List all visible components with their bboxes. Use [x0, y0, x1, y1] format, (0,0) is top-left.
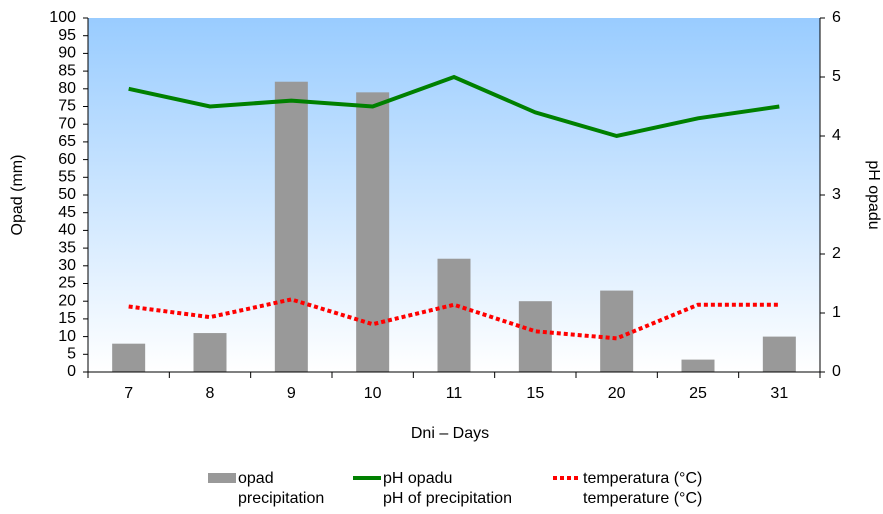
bar [762, 336, 796, 372]
x-tick-label: 10 [364, 385, 382, 402]
y-tick-label: 15 [58, 310, 76, 327]
y2-axis-title: pH opadu [865, 160, 882, 229]
y-tick-label: 35 [58, 239, 76, 256]
y-tick-label: 0 [67, 363, 76, 380]
bar [112, 343, 146, 372]
bar [600, 290, 634, 372]
y2-tick-label: 6 [832, 9, 841, 26]
x-tick-label: 15 [526, 385, 544, 402]
bar [437, 258, 471, 372]
y-tick-label: 90 [58, 45, 76, 62]
bar [681, 359, 715, 372]
y-tick-label: 70 [58, 115, 76, 132]
x-tick-label: 7 [124, 385, 133, 402]
x-tick-label: 31 [770, 385, 788, 402]
y-tick-label: 55 [58, 169, 76, 186]
y-tick-label: 30 [58, 257, 76, 274]
y-axis-title: Opad (mm) [9, 155, 26, 236]
legend-label: opad [238, 470, 274, 487]
y-tick-label: 25 [58, 275, 76, 292]
legend-label: temperature (°C) [583, 490, 702, 507]
y-tick-label: 65 [58, 133, 76, 150]
y-tick-label: 40 [58, 222, 76, 239]
y-tick-label: 95 [58, 27, 76, 44]
legend-label: pH opadu [383, 470, 452, 487]
y-tick-label: 75 [58, 98, 76, 115]
x-tick-label: 11 [446, 385, 463, 402]
y2-tick-label: 5 [832, 68, 841, 85]
legend-swatch [208, 473, 236, 483]
bar [274, 81, 308, 372]
y-tick-label: 45 [58, 204, 76, 221]
bar [193, 333, 227, 372]
bar [518, 301, 552, 372]
y-tick-label: 5 [67, 346, 76, 363]
y2-tick-label: 3 [832, 186, 841, 203]
legend-label: temperatura (°C) [583, 470, 702, 487]
y-tick-label: 60 [58, 151, 76, 168]
x-tick-label: 20 [608, 385, 626, 402]
x-tick-label: 9 [287, 385, 296, 402]
y-tick-label: 85 [58, 62, 76, 79]
x-tick-label: 25 [689, 385, 707, 402]
y2-tick-label: 1 [832, 304, 841, 321]
legend-label: precipitation [238, 490, 324, 507]
legend-label: pH of precipitation [383, 490, 512, 507]
bar [356, 92, 390, 372]
y2-tick-label: 2 [832, 245, 841, 262]
line [128, 74, 780, 139]
y2-tick-label: 0 [832, 363, 841, 380]
y2-tick-label: 4 [832, 127, 841, 144]
x-tick-label: 8 [206, 385, 215, 402]
y-tick-label: 10 [58, 328, 76, 345]
x-axis-title: Dni – Days [411, 425, 489, 442]
y-tick-label: 20 [58, 292, 76, 309]
y-tick-label: 80 [58, 80, 76, 97]
y-tick-label: 50 [58, 186, 76, 203]
y-tick-label: 100 [49, 9, 76, 26]
